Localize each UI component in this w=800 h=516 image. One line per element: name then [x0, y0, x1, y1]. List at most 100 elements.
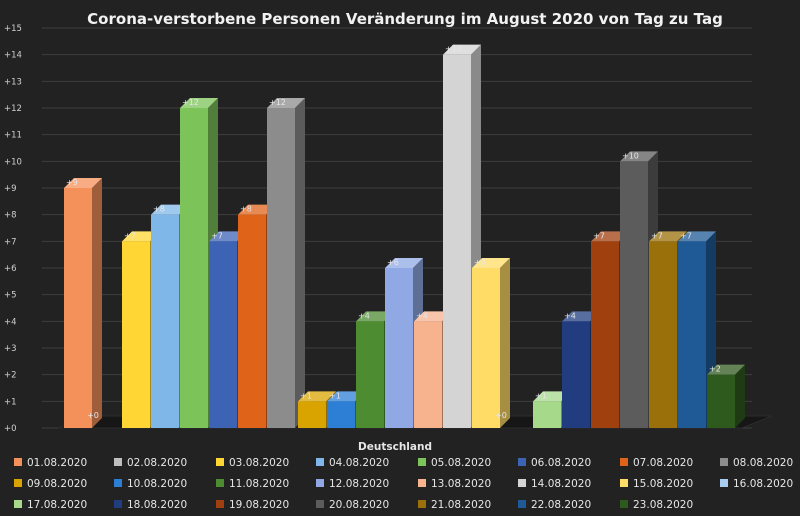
- y-tick-label: +13: [4, 77, 22, 87]
- y-tick-label: +6: [4, 264, 17, 274]
- legend-swatch: [114, 458, 122, 466]
- legend-swatch: [518, 500, 526, 508]
- bar-top: [209, 231, 247, 242]
- legend-item-20.08.2020: 20.08.2020: [316, 499, 389, 511]
- legend-item-19.08.2020: 19.08.2020: [216, 499, 289, 511]
- bar-front: [591, 241, 619, 428]
- legend-item-11.08.2020: 11.08.2020: [216, 478, 289, 490]
- data-label: +1: [535, 391, 547, 400]
- legend-swatch: [518, 479, 526, 487]
- legend-swatch: [418, 479, 426, 487]
- legend-swatch: [620, 500, 628, 508]
- legend-swatch: [620, 458, 628, 466]
- y-tick-label: +11: [4, 131, 22, 141]
- data-label: +6: [387, 258, 399, 267]
- legend-item-10.08.2020: 10.08.2020: [114, 478, 187, 490]
- bar-top: [267, 98, 305, 108]
- legend-label: 01.08.2020: [27, 457, 87, 469]
- legend-item-02.08.2020: 02.08.2020: [114, 457, 187, 469]
- legend-label: 11.08.2020: [229, 478, 289, 490]
- legend-item-12.08.2020: 12.08.2020: [316, 478, 389, 490]
- bar-front: [649, 241, 677, 428]
- legend-item-08.08.2020: 08.08.2020: [720, 457, 793, 469]
- data-label: +7: [680, 231, 692, 240]
- legend-swatch: [14, 500, 22, 508]
- y-tick-label: +2: [4, 371, 17, 381]
- legend-item-03.08.2020: 03.08.2020: [216, 457, 289, 469]
- data-label: +8: [153, 205, 165, 214]
- legend-item-04.08.2020: 04.08.2020: [316, 457, 389, 469]
- legend-swatch: [720, 479, 728, 487]
- legend-item-23.08.2020: 23.08.2020: [620, 499, 693, 511]
- data-label: +4: [564, 311, 576, 320]
- bar-side: [500, 258, 510, 428]
- bar-front: [472, 268, 500, 428]
- y-tick-label: +8: [4, 211, 17, 221]
- data-label: +12: [182, 98, 199, 107]
- bar-top: [238, 204, 276, 215]
- bar-top: [327, 391, 365, 402]
- bar-top: [151, 204, 189, 215]
- bar-front: [209, 241, 237, 428]
- x-axis-label: Deutschland: [358, 441, 432, 453]
- legend: 01.08.2020 02.08.2020 03.08.2020 04.08.2020…: [14, 457, 793, 511]
- legend-item-15.08.2020: 15.08.2020: [620, 478, 693, 490]
- legend-label: 10.08.2020: [127, 478, 187, 490]
- legend-label: 16.08.2020: [733, 478, 793, 490]
- data-label: +7: [593, 231, 605, 240]
- legend-swatch: [14, 479, 22, 487]
- legend-label: 13.08.2020: [431, 478, 491, 490]
- legend-swatch: [114, 479, 122, 487]
- y-tick-label: +4: [4, 317, 17, 327]
- bar-front: [238, 214, 266, 428]
- legend-swatch: [216, 500, 224, 508]
- bar-front: [151, 214, 179, 428]
- y-tick-label: +14: [4, 51, 22, 61]
- bar-side: [735, 364, 745, 428]
- bar-front: [385, 268, 413, 428]
- bar-front: [122, 241, 150, 428]
- bar-front: [180, 108, 208, 428]
- legend-item-21.08.2020: 21.08.2020: [418, 499, 491, 511]
- legend-label: 05.08.2020: [431, 457, 491, 469]
- data-label: +0: [495, 411, 507, 420]
- legend-label: 17.08.2020: [27, 499, 87, 511]
- bar-front: [533, 401, 561, 428]
- legend-label: 12.08.2020: [329, 478, 389, 490]
- legend-label: 20.08.2020: [329, 499, 389, 511]
- legend-label: 19.08.2020: [229, 499, 289, 511]
- legend-swatch: [418, 500, 426, 508]
- legend-item-07.08.2020: 07.08.2020: [620, 457, 693, 469]
- bar-front: [443, 54, 471, 429]
- bar-top: [562, 311, 600, 322]
- legend-item-06.08.2020: 06.08.2020: [518, 457, 591, 469]
- bar-top: [620, 151, 658, 162]
- bar-01.08.2020: [64, 178, 102, 428]
- bar-top: [591, 231, 629, 242]
- legend-label: 03.08.2020: [229, 457, 289, 469]
- legend-item-14.08.2020: 14.08.2020: [518, 478, 591, 490]
- y-axis: +0 +1 +2 +3 +4 +5 +6 +7 +8 +9 +10 +11 +12 +13 +14 +15: [4, 24, 22, 434]
- bar-top: [678, 231, 716, 242]
- legend-item-18.08.2020: 18.08.2020: [114, 499, 187, 511]
- data-label: +7: [124, 231, 136, 240]
- legend-swatch: [114, 500, 122, 508]
- bar-top: [414, 311, 452, 322]
- data-label: +4: [416, 311, 428, 320]
- legend-label: 15.08.2020: [633, 478, 693, 490]
- bars: [64, 44, 745, 429]
- legend-item-05.08.2020: 05.08.2020: [418, 457, 491, 469]
- bar-front: [64, 188, 92, 428]
- legend-label: 14.08.2020: [531, 478, 591, 490]
- bar-front: [267, 108, 295, 428]
- legend-item-13.08.2020: 13.08.2020: [418, 478, 491, 490]
- data-label: +8: [240, 205, 252, 214]
- legend-swatch: [518, 458, 526, 466]
- legend-label: 04.08.2020: [329, 457, 389, 469]
- bar-side: [92, 178, 102, 428]
- bar-side: [295, 98, 305, 428]
- bar-05.08.2020: [180, 98, 218, 428]
- bar-front: [620, 161, 648, 429]
- bar-front: [414, 321, 442, 428]
- data-label: +6: [474, 258, 486, 267]
